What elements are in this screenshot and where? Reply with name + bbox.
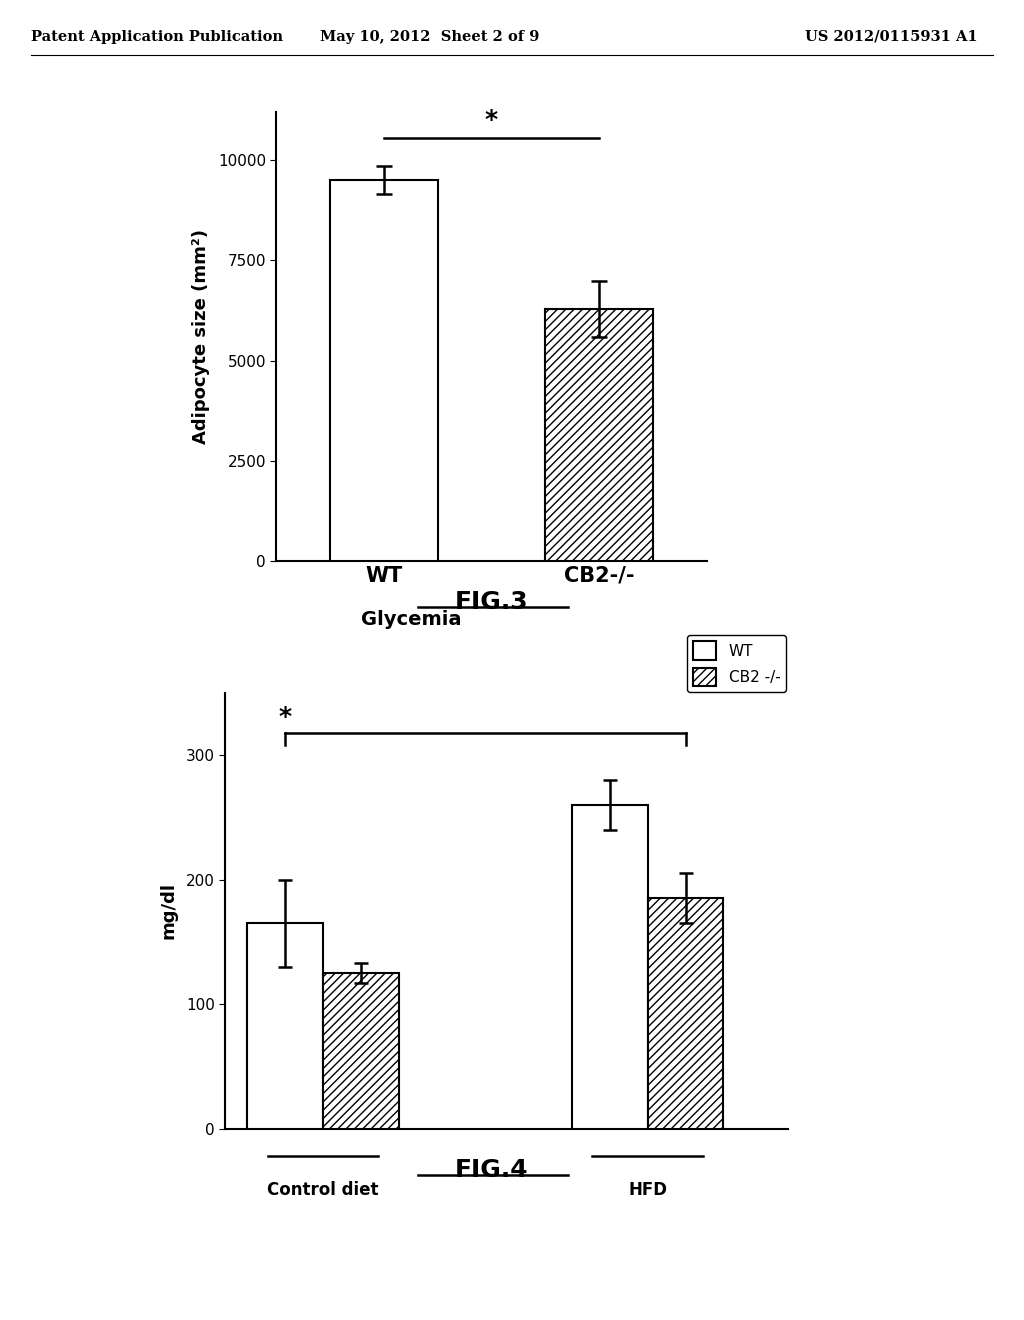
Text: US 2012/0115931 A1: US 2012/0115931 A1 bbox=[805, 30, 977, 44]
Bar bbox=[323, 973, 398, 1129]
Y-axis label: mg/dl: mg/dl bbox=[160, 882, 177, 940]
Bar bbox=[571, 805, 648, 1129]
Text: FIG.4: FIG.4 bbox=[455, 1158, 528, 1181]
Legend: WT, CB2 -/-: WT, CB2 -/- bbox=[687, 635, 786, 693]
Text: May 10, 2012  Sheet 2 of 9: May 10, 2012 Sheet 2 of 9 bbox=[321, 30, 540, 44]
Bar bbox=[648, 899, 724, 1129]
Text: HFD: HFD bbox=[628, 1181, 668, 1199]
Bar bbox=[330, 181, 438, 561]
Text: Control diet: Control diet bbox=[267, 1181, 379, 1199]
Text: *: * bbox=[485, 108, 498, 132]
Text: *: * bbox=[279, 705, 292, 729]
Bar bbox=[545, 309, 653, 561]
Text: Glycemia: Glycemia bbox=[360, 610, 462, 630]
Text: Patent Application Publication: Patent Application Publication bbox=[31, 30, 283, 44]
Y-axis label: Adipocyte size (mm²): Adipocyte size (mm²) bbox=[191, 230, 210, 444]
Text: FIG.3: FIG.3 bbox=[455, 590, 528, 614]
Bar bbox=[247, 923, 323, 1129]
